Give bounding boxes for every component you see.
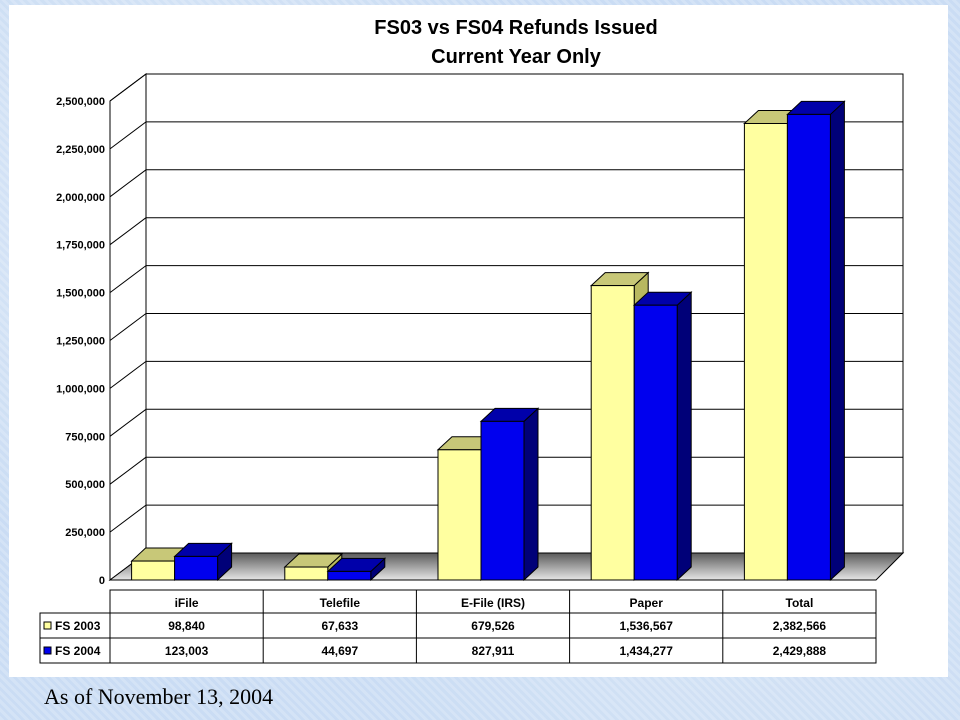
data-label: 67,633 [321, 619, 358, 633]
bar [480, 420, 525, 581]
y-tick-label: 2,250,000 [56, 144, 105, 156]
footer-note: As of November 13, 2004 [44, 684, 274, 709]
bar [131, 560, 176, 581]
category-label: Telefile [320, 596, 361, 610]
y-tick-label: 0 [99, 575, 105, 587]
gridline-side [109, 217, 147, 246]
data-label: 2,382,566 [773, 619, 827, 633]
gridline-side [109, 504, 147, 533]
bar [174, 555, 219, 581]
gridline-side [109, 456, 147, 485]
gridline-side [109, 73, 147, 102]
data-table [109, 589, 877, 664]
y-tick-label: 1,000,000 [56, 383, 105, 395]
data-label: 1,536,567 [620, 619, 674, 633]
bar-side [829, 100, 845, 582]
chart-panel: FS03 vs FS04 Refunds Issued Current Year… [9, 5, 948, 677]
y-tick-label: 2,000,000 [56, 192, 105, 204]
category-label: Paper [630, 596, 664, 610]
y-tick-label: 500,000 [65, 479, 105, 491]
y-tick-label: 1,250,000 [56, 336, 105, 348]
data-label: 44,697 [321, 644, 358, 658]
y-tick-label: 1,750,000 [56, 240, 105, 252]
y-tick-label: 750,000 [65, 431, 105, 443]
bar-side [523, 407, 539, 582]
data-label: 98,840 [168, 619, 205, 633]
category-label: iFile [175, 596, 199, 610]
bar [743, 123, 788, 581]
gridline-side [109, 313, 147, 341]
y-tick-label: 1,500,000 [56, 288, 105, 300]
data-label: 1,434,277 [620, 644, 674, 658]
legend-swatch [43, 646, 52, 655]
gridline-side [109, 360, 147, 389]
gridline-side [109, 265, 147, 294]
gridline-side [109, 121, 147, 150]
data-label: 2,429,888 [773, 644, 827, 658]
gridline-side [109, 169, 147, 198]
data-label: 679,526 [471, 619, 515, 633]
bar-side [676, 291, 692, 582]
legend-swatch [43, 621, 52, 630]
data-label: 123,003 [165, 644, 209, 658]
chart-svg: FS03 vs FS04 Refunds Issued Current Year… [39, 17, 905, 664]
bar [284, 566, 329, 581]
chart-subtitle: Current Year Only [431, 46, 602, 68]
bar [786, 113, 831, 581]
bar [437, 449, 482, 581]
y-tick-label: 2,500,000 [56, 96, 105, 108]
legend-label: FS 2003 [55, 619, 101, 633]
bar [633, 304, 678, 581]
gridline-side [109, 408, 147, 437]
y-tick-label: 250,000 [65, 527, 105, 539]
category-label: E-File (IRS) [461, 596, 525, 610]
legend-label: FS 2004 [55, 644, 101, 658]
bar [327, 570, 372, 581]
category-label: Total [786, 596, 814, 610]
chart-title: FS03 vs FS04 Refunds Issued [374, 17, 657, 39]
bar [590, 285, 635, 581]
data-label: 827,911 [472, 644, 515, 658]
